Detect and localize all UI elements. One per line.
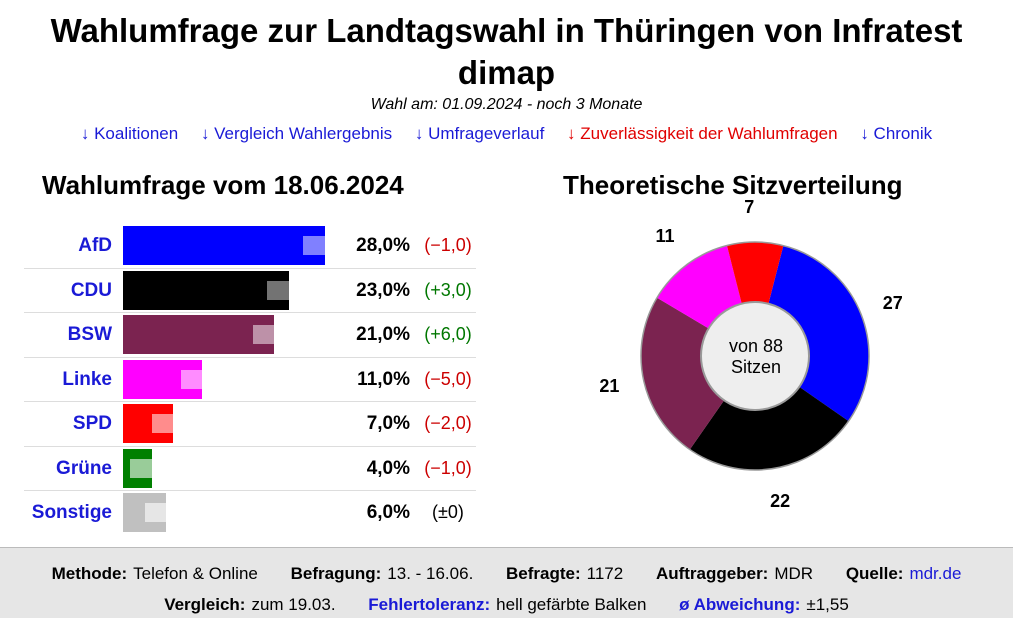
party-name-link[interactable]: AfD: [78, 235, 112, 256]
seat-slice: [755, 245, 869, 422]
party-row: Grüne 4,0% (−1,0): [24, 447, 476, 491]
seat-count-label: 21: [599, 376, 620, 397]
nav-link-umfrageverlauf[interactable]: ↓ Umfrageverlauf: [414, 124, 545, 143]
seat-count-label: 27: [882, 293, 903, 314]
error-tolerance-bar: [130, 458, 174, 478]
seat-slice: [726, 242, 784, 356]
quelle-label: Quelle:: [845, 564, 904, 583]
party-row: AfD 28,0% (−1,0): [24, 224, 476, 269]
party-percentage: 21,0%: [356, 324, 410, 345]
party-share-bar: [123, 270, 289, 310]
quelle-link[interactable]: mdr.de: [909, 564, 962, 583]
chart-outline: [640, 241, 870, 471]
party-row: SPD 7,0% (−2,0): [24, 402, 476, 447]
seat-count-label: 11: [655, 226, 675, 247]
vergleich-label: Vergleich:: [164, 595, 246, 614]
party-percentage: 6,0%: [366, 502, 410, 523]
party-name-link[interactable]: Grüne: [56, 457, 112, 479]
fehlertoleranz-link[interactable]: Fehlertoleranz:: [368, 595, 491, 614]
party-name-link[interactable]: SPD: [72, 413, 112, 434]
befragung-label: Befragung:: [290, 564, 382, 583]
nav-link-vergleich[interactable]: ↓ Vergleich Wahlergebnis: [200, 124, 393, 143]
auftraggeber-label: Auftraggeber:: [655, 564, 769, 583]
party-change: (+6,0): [424, 324, 472, 344]
chart-center-hole: [700, 301, 810, 411]
party-change: (+3,0): [424, 279, 472, 300]
befragung-value: 13. - 16.06.: [387, 564, 474, 583]
methode-value: Telefon & Online: [133, 564, 258, 583]
error-tolerance-bar: [303, 236, 347, 255]
nav-link-chronik[interactable]: ↓ Chronik: [860, 124, 933, 143]
error-tolerance-bar: [151, 414, 195, 433]
seat-count-label: 7: [744, 197, 755, 217]
party-share-bar: [123, 315, 275, 354]
abweichung-value: ±1,55: [806, 595, 849, 614]
seat-count-label: 22: [770, 490, 791, 511]
party-change: (±0): [432, 502, 464, 522]
befragte-label: Befragte:: [506, 564, 581, 583]
poll-info-footer: Methode: Telefon & Online Befragung: 13. -…: [0, 547, 1013, 618]
party-name-link[interactable]: BSW: [67, 324, 112, 345]
party-change: (−5,0): [424, 368, 472, 389]
party-change: (−1,0): [424, 457, 472, 478]
vergleich-value: zum 19.03.: [251, 595, 336, 614]
party-percentage: 11,0%: [357, 368, 410, 390]
seats-heading: Theoretische Sitzverteilung: [563, 170, 903, 200]
party-percentage: 23,0%: [356, 279, 410, 301]
auftraggeber-value: MDR: [774, 564, 814, 583]
error-tolerance-bar: [267, 280, 311, 300]
seat-slice: [641, 297, 755, 450]
party-percentage: 4,0%: [366, 457, 410, 479]
poll-heading: Wahlumfrage vom 18.06.2024: [42, 170, 404, 200]
party-row: Linke 11,0% (−5,0): [24, 358, 476, 402]
section-nav: ↓ Koalitionen ↓ Vergleich Wahlergebnis ↓…: [0, 124, 1013, 144]
party-name-link[interactable]: Sonstige: [31, 502, 112, 523]
party-row: BSW 21,0% (+6,0): [24, 313, 476, 358]
party-name-link[interactable]: CDU: [70, 279, 112, 301]
party-percentage: 7,0%: [366, 413, 410, 434]
nav-link-koalitionen[interactable]: ↓ Koalitionen: [80, 124, 179, 143]
error-tolerance-bar: [180, 369, 224, 389]
party-change: (−2,0): [424, 413, 472, 433]
error-tolerance-bar: [144, 503, 188, 522]
party-name-link[interactable]: Linke: [62, 368, 112, 390]
total-seats-label: von 88 Sitzen: [710, 336, 802, 378]
party-change: (−1,0): [424, 235, 472, 255]
total-seats-line-2: Sitzen: [730, 357, 782, 377]
party-row: Sonstige 6,0% (±0): [24, 491, 476, 535]
fehlertoleranz-value: hell gefärbte Balken: [496, 595, 647, 614]
party-row: CDU 23,0% (+3,0): [24, 269, 476, 313]
error-tolerance-bar: [252, 325, 296, 344]
poll-results-table: AfD 28,0% (−1,0) CDU 23,0% (+3,0) BSW 21,0% (+6,…: [24, 224, 476, 535]
page-title: Wahlumfrage zur Landtagswahl in Thüringe…: [50, 12, 963, 91]
party-share-bar: [123, 226, 325, 265]
abweichung-link[interactable]: ø Abweichung:: [679, 595, 801, 614]
total-seats-line-1: von 88: [728, 336, 784, 356]
election-date-subtitle: Wahl am: 01.09.2024 - noch 3 Monate: [370, 96, 643, 113]
seat-distribution-chart: [640, 241, 870, 471]
party-percentage: 28,0%: [356, 235, 410, 256]
nav-link-zuverlaessigkeit[interactable]: ↓ Zuverlässigkeit der Wahlumfragen: [567, 124, 838, 143]
befragte-value: 1172: [586, 564, 624, 583]
seat-slice: [689, 356, 849, 470]
methode-label: Methode:: [51, 564, 128, 583]
